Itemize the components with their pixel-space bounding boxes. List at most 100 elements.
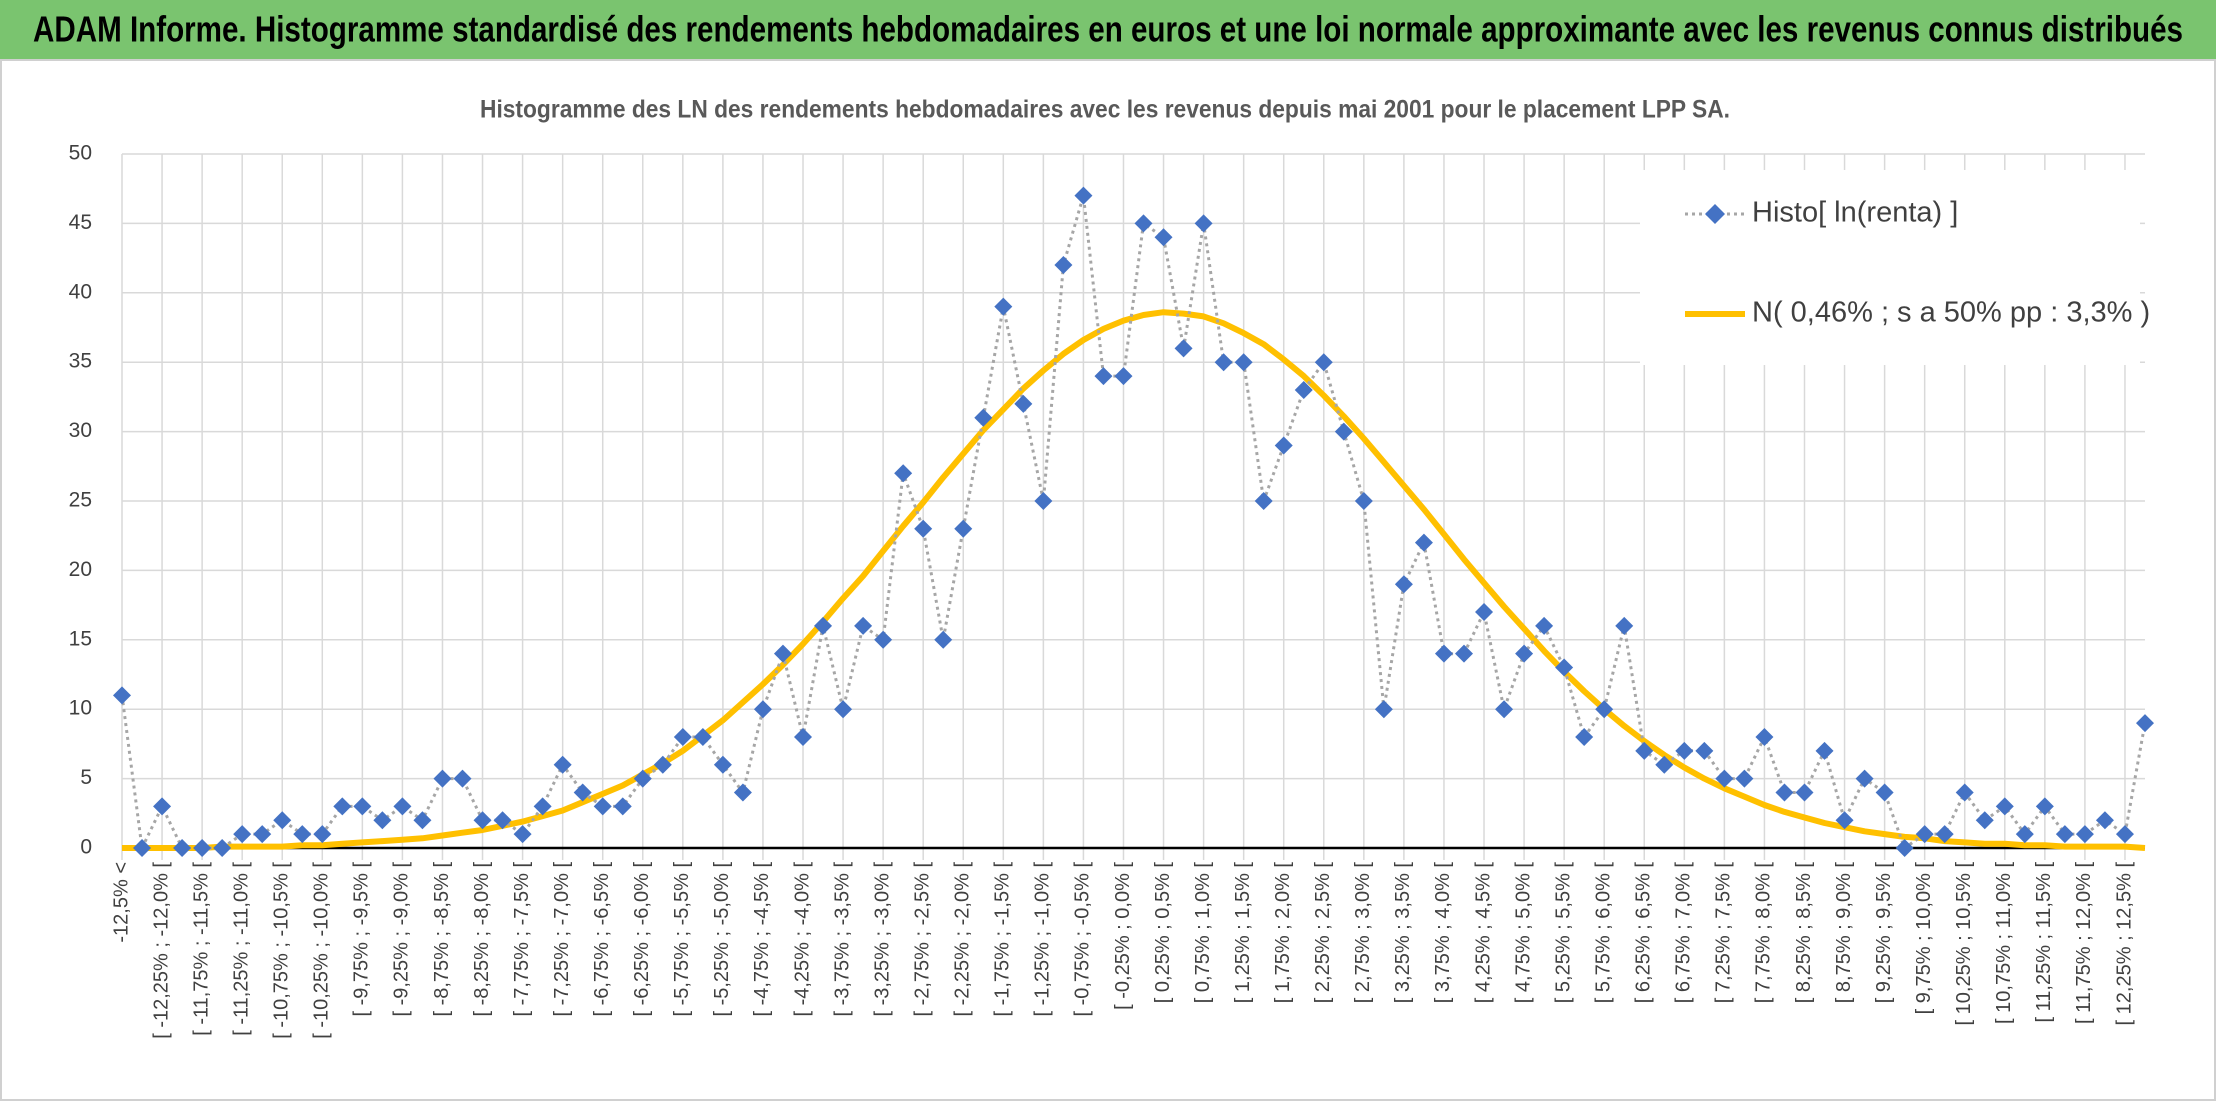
- x-tick-label: [ 0,75% ; 1,0% [: [1192, 862, 1214, 1004]
- y-tick-label: 45: [69, 211, 92, 234]
- data-point: [1915, 825, 1934, 844]
- data-point: [814, 616, 833, 635]
- frame: [0, 59, 2216, 1101]
- x-tick-label: [ -4,75% ; -4,5% [: [751, 862, 773, 1017]
- x-tick-label: [ 5,25% ; 5,5% [: [1552, 862, 1574, 1004]
- series-line: [122, 309, 2146, 851]
- data-point: [193, 839, 212, 857]
- x-tick-label: [ 0,25% ; 0,5% [: [1152, 862, 1174, 1004]
- data-point: [894, 464, 913, 483]
- data-point: [393, 797, 412, 816]
- data-point: [313, 825, 332, 844]
- data-point: [1394, 575, 1413, 594]
- data-point: [1955, 783, 1974, 802]
- data-point: [974, 408, 993, 427]
- data-point: [2015, 825, 2034, 844]
- x-tick-label: [ -11,75% ; -11,5% [: [190, 862, 212, 1036]
- data-point: [573, 783, 592, 802]
- x-tick-label: [ 6,75% ; 7,0% [: [1673, 862, 1695, 1004]
- data-point: [1995, 797, 2014, 816]
- data-point: [2055, 825, 2074, 844]
- x-tick-label: [ 3,75% ; 4,0% [: [1432, 862, 1454, 1004]
- x-tick-label: [ 10,25% ; 10,5% [: [1953, 862, 1975, 1026]
- data-point: [1014, 394, 1033, 413]
- data-point: [994, 297, 1013, 316]
- x-tick-label: [ 7,75% ; 8,0% [: [1753, 862, 1775, 1004]
- y-tick-label: 30: [69, 419, 92, 442]
- chart-title: ADAM Informe. Histogramme standardisé de…: [33, 9, 2183, 50]
- chart-subtitle: Histogramme des LN des rendements hebdom…: [480, 96, 1730, 124]
- x-tick-label: [ -2,25% ; -2,0% [: [952, 862, 974, 1017]
- data-point: [773, 644, 792, 663]
- data-point: [413, 811, 432, 830]
- x-tick-label: [ -8,75% ; -8,5% [: [431, 862, 453, 1017]
- y-tick-label: 5: [80, 766, 92, 789]
- data-point: [293, 825, 312, 844]
- x-tick-label: [ -3,75% ; -3,5% [: [831, 862, 853, 1017]
- x-tick-label: [ -1,25% ; -1,0% [: [1032, 862, 1054, 1017]
- data-point: [2136, 714, 2154, 733]
- data-point: [1475, 603, 1494, 622]
- x-tick-label: [ -2,75% ; -2,5% [: [911, 862, 933, 1017]
- data-point: [1254, 492, 1273, 510]
- data-point: [1835, 811, 1854, 830]
- x-tick-label: [ 6,25% ; 6,5% [: [1633, 862, 1655, 1004]
- data-point: [1234, 353, 1253, 372]
- data-point: [1414, 533, 1433, 552]
- data-point: [693, 727, 712, 746]
- x-tick-label: [ 8,25% ; 8,5% [: [1793, 862, 1815, 1004]
- data-point: [333, 797, 352, 816]
- data-point: [113, 686, 131, 705]
- data-point: [1575, 727, 1594, 746]
- data-point: [593, 797, 612, 816]
- title-bar: [0, 0, 2216, 60]
- data-point: [553, 755, 572, 774]
- x-tick-label: [ 4,25% ; 4,5% [: [1472, 862, 1494, 1004]
- legend: Histo[ ln(renta) ] N( 0,46% ; s a 50% pp …: [1640, 170, 2150, 365]
- x-tick-label: [ -7,75% ; -7,5% [: [511, 862, 533, 1017]
- data-point: [273, 811, 292, 830]
- x-tick-label: [ 2,25% ; 2,5% [: [1312, 862, 1334, 1004]
- data-point: [2075, 825, 2094, 844]
- data-point: [1134, 214, 1153, 233]
- data-point: [453, 769, 472, 788]
- data-point: [153, 797, 172, 816]
- data-point: [173, 839, 192, 857]
- data-point: [633, 769, 652, 788]
- x-tick-label: [ -6,25% ; -6,0% [: [631, 862, 653, 1017]
- data-point: [1454, 644, 1473, 663]
- data-point: [2095, 811, 2114, 830]
- x-tick-label: [ -7,25% ; -7,0% [: [551, 862, 573, 1017]
- x-tick-label: [ 3,25% ; 3,5% [: [1392, 862, 1414, 1004]
- data-point: [1334, 422, 1353, 441]
- x-tick-label: [ -10,25% ; -10,0% [: [311, 862, 333, 1039]
- data-point: [1314, 353, 1333, 372]
- data-point: [954, 519, 973, 538]
- data-point: [253, 825, 272, 844]
- legend-box: [1640, 170, 2140, 365]
- data-point: [1715, 769, 1734, 788]
- data-point: [1374, 700, 1393, 719]
- data-point: [133, 839, 152, 857]
- x-tick-label: [ -5,25% ; -5,0% [: [711, 862, 733, 1017]
- y-tick-label: 20: [69, 558, 92, 581]
- data-point: [733, 783, 752, 802]
- data-point: [934, 630, 953, 649]
- data-point: [1595, 700, 1614, 719]
- data-point: [1054, 256, 1073, 275]
- data-point: [1294, 380, 1313, 399]
- data-point: [1354, 492, 1373, 510]
- data-point: [353, 797, 372, 816]
- x-tick-label: [ -4,25% ; -4,0% [: [791, 862, 813, 1017]
- data-point: [1975, 811, 1994, 830]
- y-tick-label: 15: [69, 627, 92, 650]
- x-tick-label: [ -9,25% ; -9,0% [: [391, 862, 413, 1017]
- x-tick-label: [ 4,75% ; 5,0% [: [1512, 862, 1534, 1004]
- x-tick-label: [ -0,25% ; 0,0% [: [1112, 862, 1134, 1010]
- data-point: [1214, 353, 1233, 372]
- y-tick-label: 50: [69, 142, 92, 165]
- data-point: [1815, 741, 1834, 760]
- data-point: [1655, 755, 1674, 774]
- legend-marker: [1705, 204, 1725, 224]
- data-point: [2035, 797, 2054, 816]
